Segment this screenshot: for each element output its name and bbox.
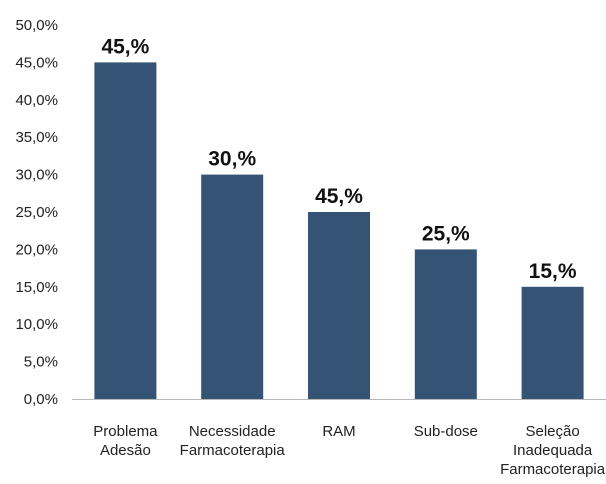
bar [308, 212, 370, 399]
bar [521, 286, 584, 399]
y-tick-label: 20,0% [15, 241, 58, 258]
category-label: Problema Adesão [93, 423, 158, 459]
bars [94, 62, 584, 400]
y-tick-label: 45,0% [15, 54, 58, 71]
category-label: Necessidade Farmacoterapia [180, 423, 286, 459]
y-tick-label: 10,0% [15, 316, 58, 333]
data-label: 45,% [315, 185, 363, 208]
y-tick-label: 40,0% [15, 92, 58, 109]
y-tick-label: 5,0% [24, 354, 58, 371]
bar [94, 62, 157, 400]
y-tick-label: 0,0% [24, 391, 58, 408]
data-label: 30,% [208, 148, 256, 171]
y-tick-label: 15,0% [15, 279, 58, 296]
category-label: RAM [322, 423, 355, 440]
y-tick-label: 30,0% [15, 167, 58, 184]
bar [414, 249, 477, 399]
x-axis-labels: Problema Adesão Necessidade Farmacoterapia R… [93, 423, 605, 478]
y-tick-label: 35,0% [15, 129, 58, 146]
data-labels: 45,% 30,% 45,% 25,% 15,% [101, 35, 576, 282]
category-label: Sub-dose [414, 423, 478, 440]
y-tick-label: 25,0% [15, 204, 58, 221]
y-tick-label: 50,0% [15, 17, 58, 34]
data-label: 25,% [422, 222, 470, 245]
data-label: 45,% [101, 35, 149, 58]
bar [201, 174, 264, 399]
y-axis: 0,0% 5,0% 10,0% 15,0% 20,0% 25,0% 30,0% 35,0% 40… [15, 17, 606, 408]
category-label: Seleção Inadequada Farmacoterapia [500, 423, 606, 478]
data-label: 15,% [529, 260, 577, 283]
